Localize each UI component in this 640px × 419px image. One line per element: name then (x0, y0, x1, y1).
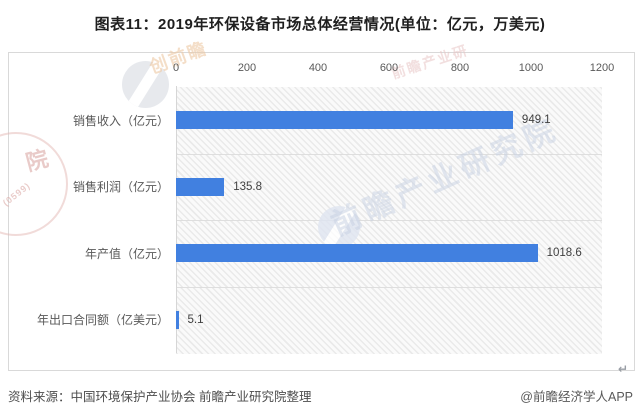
chart-title: 图表11：2019年环保设备市场总体经营情况(单位：亿元，万美元) (94, 16, 546, 33)
source-note: 资料来源：中国环境保护产业协会 前瞻产业研究院整理 (8, 390, 312, 404)
x-tick: 800 (450, 62, 470, 74)
credit-note: @前瞻经济学人APP (520, 390, 633, 404)
category-label: 年产值（亿元） (84, 246, 169, 261)
value-label: 1018.6 (546, 247, 582, 260)
y-axis-line (176, 86, 177, 353)
category-band (176, 153, 602, 221)
value-label: 135.8 (233, 180, 262, 193)
data-bar (176, 310, 179, 329)
category-label: 年出口合同额（亿美元） (36, 313, 169, 328)
x-tick: 200 (237, 62, 257, 74)
data-bar (176, 177, 225, 196)
chart-area: 0 200 400 600 800 1000 1200 销售收入（亿元） 949.1 销售利润（亿… (8, 52, 635, 371)
data-bar (176, 111, 513, 129)
x-tick: 600 (379, 62, 399, 74)
category-label: 销售利润（亿元） (72, 180, 169, 195)
x-tick: 1000 (518, 62, 544, 74)
value-label: 949.1 (521, 114, 551, 127)
x-tick: 1200 (589, 62, 615, 74)
x-tick: 400 (308, 62, 328, 74)
category-band (176, 286, 602, 354)
value-label: 5.1 (187, 313, 204, 326)
category-label: 销售收入（亿元） (72, 113, 169, 128)
x-tick: 0 (172, 62, 180, 74)
data-bar (176, 244, 538, 262)
